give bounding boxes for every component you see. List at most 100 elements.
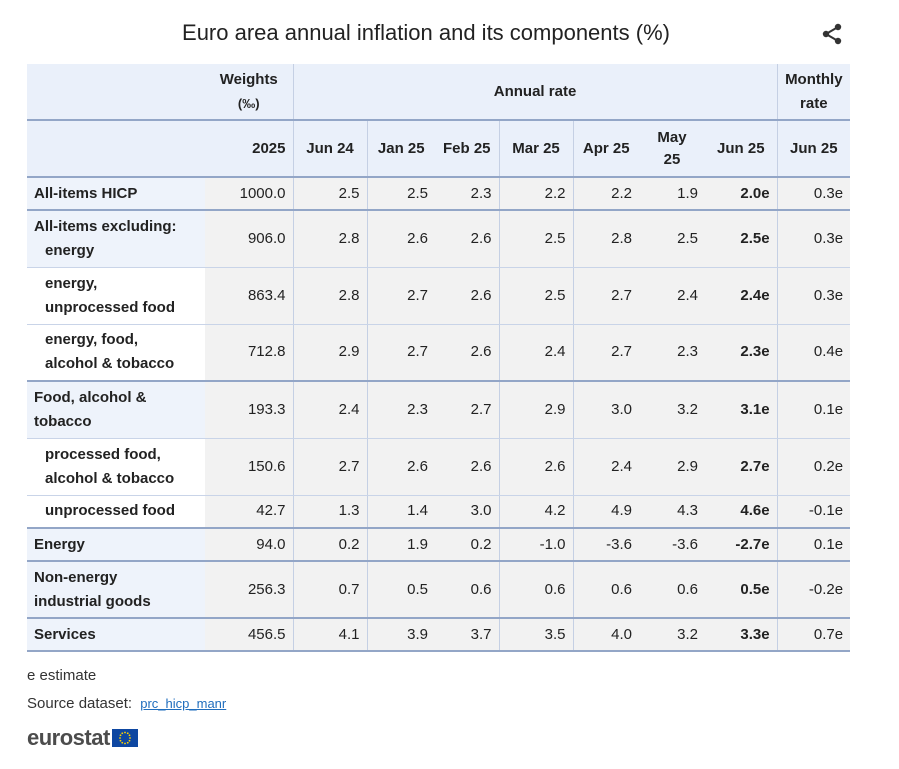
- annual-rate-cell: 3.1e: [705, 381, 778, 439]
- column-header: Jun 25: [705, 120, 778, 178]
- column-header: Jan 25: [366, 120, 435, 178]
- row-label-line1: energy, food,: [45, 331, 139, 349]
- table-row: Services 456.5 4.1 3.9 3.7 3.5 4.0 3.2 3.3e 0.7e: [27, 618, 851, 652]
- annual-rate-cell: 0.6: [572, 561, 639, 619]
- annual-rate-cell: 4.3: [639, 495, 705, 529]
- annual-rate-cell: 2.8: [292, 267, 367, 325]
- annual-rate-cell: 2.7: [435, 381, 499, 439]
- annual-rate-cell: 0.6: [435, 561, 499, 619]
- annual-rate-cell: 3.3e: [705, 618, 778, 652]
- header-row-columns: 2025 Jun 24 Jan 25 Feb 25 Mar 25 Apr 25 …: [27, 120, 851, 178]
- row-label: unprocessed food: [27, 495, 205, 529]
- annual-rate-cell: 2.4: [639, 267, 705, 325]
- row-label: Food, alcohol & tobacco: [27, 381, 205, 439]
- table-row: energy, food, alcohol & tobacco 712.8 2.9 2.…: [27, 324, 851, 382]
- row-label: Energy: [27, 528, 205, 562]
- eu-flag-icon: [111, 729, 138, 747]
- annual-rate-cell: 2.2: [498, 177, 573, 211]
- source-dataset-link[interactable]: prc_hicp_manr: [140, 696, 227, 711]
- row-label-line2: unprocessed food: [45, 298, 176, 316]
- annual-rate-cell: 0.2: [292, 528, 367, 562]
- annual-rate-cell: 0.7: [292, 561, 367, 619]
- annual-rate-cell: 2.6: [435, 324, 499, 382]
- annual-rate-cell: 1.9: [366, 528, 435, 562]
- annual-rate-cell: 2.7: [292, 438, 367, 496]
- annual-rate-cell: 2.9: [639, 438, 705, 496]
- annual-rate-cell: 1.4: [366, 495, 435, 529]
- header-row-top: Weights (‰) Annual rate Monthly rate: [27, 64, 851, 121]
- annual-rate-cell: 2.4: [498, 324, 573, 382]
- weights-header: Weights (‰): [205, 64, 293, 121]
- annual-rate-cell: 2.8: [572, 210, 639, 268]
- annual-rate-cell: 2.7: [572, 324, 639, 382]
- weight-cell: 456.5: [205, 618, 293, 652]
- monthly-rate-cell: 0.2e: [776, 438, 851, 496]
- table-row: Food, alcohol & tobacco 193.3 2.4 2.3 2.7 2.9 3…: [27, 381, 851, 439]
- annual-rate-cell: 4.9: [572, 495, 639, 529]
- row-label: All-items excluding: energy: [27, 210, 205, 268]
- annual-rate-cell: 4.0: [572, 618, 639, 652]
- column-header: Feb 25: [435, 120, 499, 178]
- table-row: Non-energy industrial goods 256.3 0.7 0.5 0.6…: [27, 561, 851, 619]
- share-icon[interactable]: [820, 22, 844, 46]
- annual-rate-cell: 2.8: [292, 210, 367, 268]
- monthly-rate-line2: rate: [800, 94, 828, 112]
- annual-rate-cell: 4.2: [498, 495, 573, 529]
- annual-rate-cell: 2.0e: [705, 177, 778, 211]
- row-label-line1: Non-energy: [34, 568, 118, 586]
- row-label-line1: processed food,: [45, 445, 161, 463]
- annual-rate-cell: 2.7: [366, 324, 435, 382]
- eurostat-logo: eurostat: [27, 725, 138, 751]
- row-label-line1: unprocessed food: [45, 502, 176, 520]
- row-label: Non-energy industrial goods: [27, 561, 205, 619]
- annual-rate-cell: 2.4: [292, 381, 367, 439]
- annual-rate-cell: 0.6: [498, 561, 573, 619]
- annual-rate-cell: 2.3e: [705, 324, 778, 382]
- row-label: Services: [27, 618, 205, 652]
- source-label: Source dataset:: [27, 695, 133, 712]
- column-header: May 25: [639, 120, 705, 178]
- row-label-line2: tobacco: [34, 412, 92, 430]
- row-label-line2: alcohol & tobacco: [45, 355, 175, 373]
- monthly-rate-cell: 0.1e: [776, 528, 851, 562]
- annual-rate-header: Annual rate: [292, 64, 778, 121]
- annual-rate-cell: 2.7: [366, 267, 435, 325]
- row-label-line1: energy,: [45, 274, 98, 292]
- header-blank: [27, 64, 205, 121]
- row-label-line2: alcohol & tobacco: [45, 469, 175, 487]
- monthly-rate-line1: Monthly: [785, 70, 843, 88]
- annual-rate-cell: -2.7e: [705, 528, 778, 562]
- row-label-line1: Food, alcohol &: [34, 388, 147, 406]
- column-header: 2025: [205, 120, 293, 178]
- weight-cell: 863.4: [205, 267, 293, 325]
- annual-rate-cell: 1.3: [292, 495, 367, 529]
- row-label-line1: All-items HICP: [34, 184, 138, 202]
- annual-rate-cell: 2.6: [435, 438, 499, 496]
- monthly-rate-cell: 0.3e: [776, 210, 851, 268]
- annual-rate-cell: -3.6: [639, 528, 705, 562]
- annual-rate-cell: 3.2: [639, 381, 705, 439]
- logo-text: eurostat: [27, 725, 110, 750]
- annual-rate-cell: 4.6e: [705, 495, 778, 529]
- annual-rate-cell: 0.2: [435, 528, 499, 562]
- monthly-rate-cell: 0.4e: [776, 324, 851, 382]
- monthly-rate-cell: 0.1e: [776, 381, 851, 439]
- row-label-line2: industrial goods: [34, 592, 151, 610]
- row-label-line1: Energy: [34, 535, 85, 553]
- header-blank-2: [27, 120, 205, 178]
- source-line: Source dataset: prc_hicp_manr: [27, 695, 226, 712]
- monthly-rate-cell: 0.3e: [776, 267, 851, 325]
- annual-rate-cell: 0.5: [366, 561, 435, 619]
- annual-rate-cell: 3.5: [498, 618, 573, 652]
- annual-rate-cell: 2.5: [639, 210, 705, 268]
- row-label-line1: Services: [34, 625, 96, 643]
- annual-rate-cell: 2.4e: [705, 267, 778, 325]
- annual-rate-cell: 3.9: [366, 618, 435, 652]
- annual-rate-cell: 3.0: [435, 495, 499, 529]
- annual-rate-cell: 1.9: [639, 177, 705, 211]
- annual-rate-cell: 2.5e: [705, 210, 778, 268]
- annual-rate-cell: 2.9: [498, 381, 573, 439]
- row-label-line1: All-items excluding:: [34, 217, 177, 235]
- annual-rate-cell: 2.3: [366, 381, 435, 439]
- annual-rate-cell: 3.0: [572, 381, 639, 439]
